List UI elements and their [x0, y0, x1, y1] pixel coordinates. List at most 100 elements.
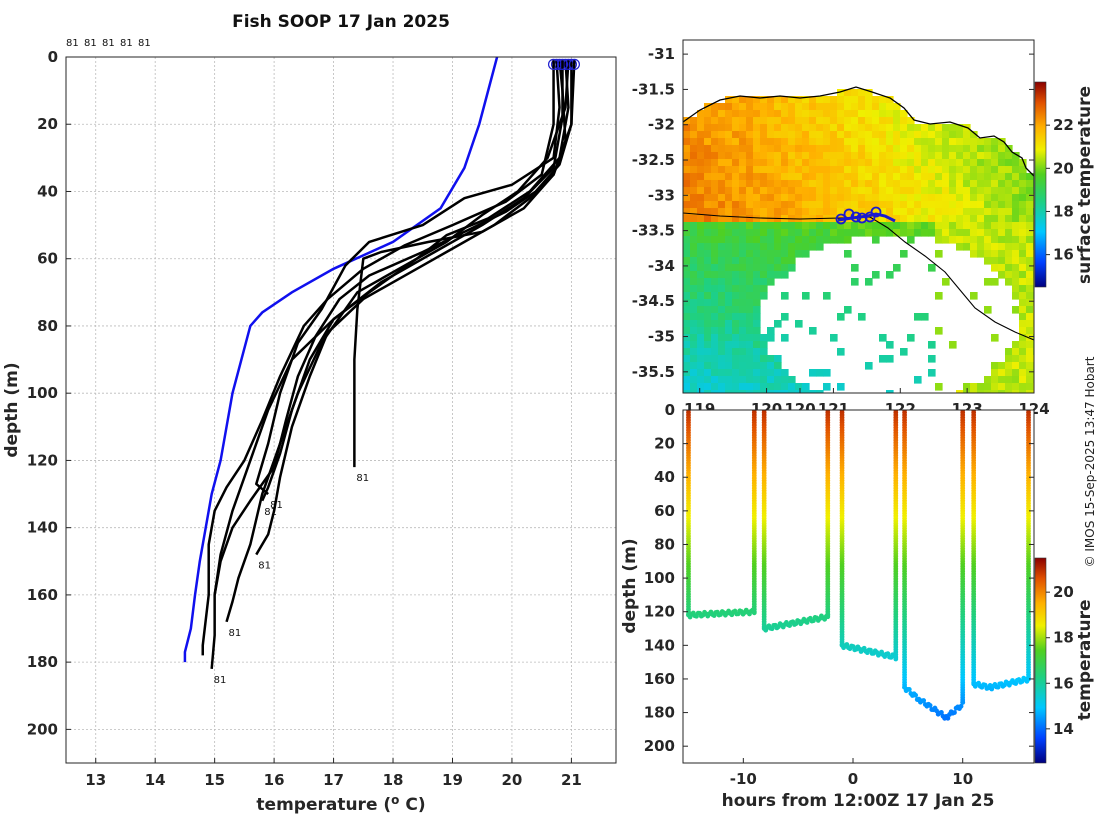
sst-cell [802, 243, 810, 251]
sst-cell [935, 292, 943, 300]
sst-cell [998, 243, 1006, 251]
sst-cell [767, 376, 775, 384]
profile-line [225, 60, 570, 623]
sst-cell [746, 299, 754, 307]
sst-cell [1005, 201, 1013, 209]
sst-cell [970, 194, 978, 202]
sst-cell [907, 117, 915, 125]
sst-cell [704, 285, 712, 293]
sst-cell [795, 96, 803, 104]
sst-cell [683, 383, 691, 391]
sst-cell [921, 313, 929, 321]
sst-cell [697, 229, 705, 237]
sst-cell [802, 292, 810, 300]
sst-cell [795, 222, 803, 230]
sst-cell [690, 299, 698, 307]
sst-cell [795, 159, 803, 167]
sst-cell [1012, 243, 1020, 251]
sst-cell [739, 229, 747, 237]
sst-cell [774, 187, 782, 195]
sst-cell [753, 376, 761, 384]
cast-marker [835, 213, 847, 225]
sst-cell [739, 138, 747, 146]
sst-cell [753, 208, 761, 216]
plot-area [66, 57, 616, 763]
sst-cell [746, 355, 754, 363]
sst-cell [704, 369, 712, 377]
sst-cell [1019, 187, 1027, 195]
sst-cell [963, 166, 971, 174]
sst-cell [893, 187, 901, 195]
profile-chart: Fish SOOP 17 Jan 2025 81 81 81 81 81 8181818… [2, 12, 617, 815]
sst-cell [998, 250, 1006, 258]
sst-cell [746, 229, 754, 237]
sst-cell [802, 152, 810, 160]
sst-cell [1026, 306, 1034, 314]
sst-cell [781, 131, 789, 139]
sst-cell [746, 334, 754, 342]
sst-cell [711, 159, 719, 167]
sst-cell [753, 257, 761, 265]
sst-cell [704, 390, 712, 393]
sst-cell [732, 215, 740, 223]
sst-cell [683, 250, 691, 258]
sst-cell [928, 208, 936, 216]
sst-cell [732, 362, 740, 370]
sst-cell [718, 278, 726, 286]
sst-cell [1026, 313, 1034, 321]
sst-cell [851, 229, 859, 237]
sst-cell [942, 124, 950, 132]
sst-cell [879, 215, 887, 223]
sst-cell [683, 327, 691, 335]
sst-cell [718, 320, 726, 328]
sst-cell [760, 243, 768, 251]
sst-cell [767, 166, 775, 174]
sst-cell [991, 215, 999, 223]
sst-cell [704, 180, 712, 188]
sst-cell [781, 250, 789, 258]
sst-cell [914, 208, 922, 216]
sst-cell [802, 390, 810, 393]
sst-cell [802, 250, 810, 258]
sst-cell [732, 145, 740, 153]
sst-cell [942, 236, 950, 244]
header-label: 81 [102, 38, 115, 49]
sst-cell [753, 124, 761, 132]
sst-cell [809, 96, 817, 104]
sst-cell [683, 117, 691, 125]
sst-cell [977, 159, 985, 167]
temp-colorbar-label: temperature [1075, 599, 1095, 720]
sst-cell [991, 180, 999, 188]
sst-cell [711, 152, 719, 160]
sst-cell [1026, 348, 1034, 356]
sst-cell [781, 173, 789, 181]
sst-cell [956, 152, 964, 160]
credit-text: © IMOS 15-Sep-2025 13:47 Hobart [1083, 356, 1097, 567]
time-y-axis-label: depth (m) [620, 538, 640, 633]
sst-cell [858, 103, 866, 111]
sst-cell [746, 201, 754, 209]
sst-cell [970, 159, 978, 167]
sst-cell [858, 222, 866, 230]
sst-cell [767, 138, 775, 146]
sst-cell [767, 222, 775, 230]
sst-cell [1012, 292, 1020, 300]
sst-cell [725, 264, 733, 272]
sst-cell [921, 124, 929, 132]
temp-colorbar-tick-label: 18 [1053, 629, 1074, 647]
sst-cell [711, 285, 719, 293]
sst-cell [872, 117, 880, 125]
sst-cell [809, 369, 817, 377]
sst-cell [788, 250, 796, 258]
sst-cell [774, 208, 782, 216]
sst-cell [697, 327, 705, 335]
sst-cell [760, 250, 768, 258]
sst-cell [907, 222, 915, 230]
sst-cell [753, 250, 761, 258]
sst-cell [739, 341, 747, 349]
sst-cell [774, 250, 782, 258]
profile-end-label: 81 [258, 561, 271, 572]
sst-cell [725, 229, 733, 237]
sst-cell [802, 103, 810, 111]
